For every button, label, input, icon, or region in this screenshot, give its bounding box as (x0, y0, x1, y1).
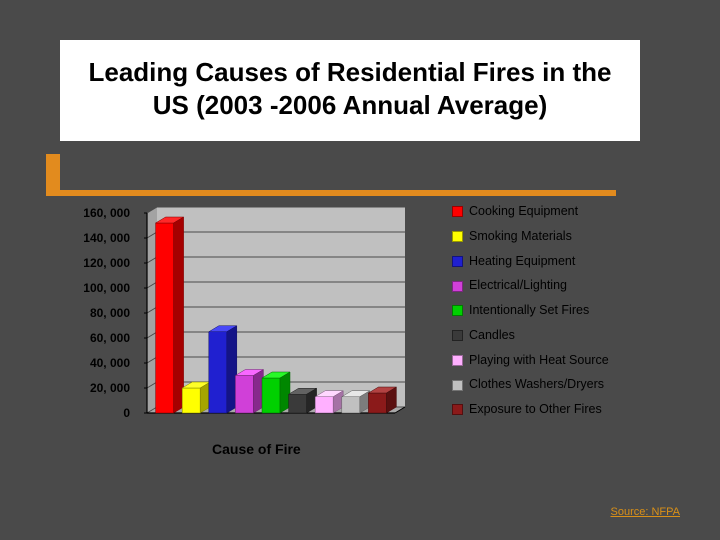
legend-label: Candles (469, 329, 515, 343)
legend-item: Candles (452, 329, 652, 343)
legend-swatch (452, 231, 463, 242)
legend-label: Playing with Heat Source (469, 354, 609, 368)
legend-label: Intentionally Set Fires (469, 304, 589, 318)
legend-swatch (452, 355, 463, 366)
legend-item: Playing with Heat Source (452, 354, 652, 368)
legend-swatch (452, 330, 463, 341)
legend-swatch (452, 305, 463, 316)
y-tick-label: 0 (123, 406, 130, 420)
y-tick-label: 140, 000 (83, 231, 130, 245)
chart-svg (137, 205, 437, 455)
source-label: Source: NFPA (611, 506, 681, 518)
legend-item: Clothes Washers/Dryers (452, 378, 652, 392)
legend-label: Clothes Washers/Dryers (469, 378, 604, 392)
accent-horizontal (46, 190, 616, 196)
x-axis-label: Cause of Fire (212, 441, 301, 457)
y-tick-label: 60, 000 (90, 331, 130, 345)
legend-swatch (452, 206, 463, 217)
legend-swatch (452, 404, 463, 415)
legend-swatch (452, 281, 463, 292)
y-tick-label: 80, 000 (90, 306, 130, 320)
y-tick-label: 20, 000 (90, 381, 130, 395)
legend-item: Intentionally Set Fires (452, 304, 652, 318)
legend-item: Smoking Materials (452, 230, 652, 244)
plot-area (137, 205, 437, 455)
title-container: Leading Causes of Residential Fires in t… (60, 40, 640, 141)
legend-label: Heating Equipment (469, 255, 575, 269)
legend-item: Electrical/Lighting (452, 279, 652, 293)
legend-swatch (452, 256, 463, 267)
legend-label: Exposure to Other Fires (469, 403, 602, 417)
y-tick-label: 120, 000 (83, 256, 130, 270)
y-axis-labels: 0 20, 000 40, 000 60, 000 80, 000 100, 000 120… (72, 205, 134, 435)
legend-item: Exposure to Other Fires (452, 403, 652, 417)
y-tick-label: 100, 000 (83, 281, 130, 295)
chart: 0 20, 000 40, 000 60, 000 80, 000 100, 000 120… (72, 205, 652, 475)
legend-label: Smoking Materials (469, 230, 572, 244)
slide-title: Leading Causes of Residential Fires in t… (84, 56, 616, 121)
y-tick-label: 160, 000 (83, 206, 130, 220)
legend-item: Cooking Equipment (452, 205, 652, 219)
legend: Cooking Equipment Smoking Materials Heatin… (452, 205, 652, 428)
y-tick-label: 40, 000 (90, 356, 130, 370)
legend-label: Electrical/Lighting (469, 279, 567, 293)
legend-swatch (452, 380, 463, 391)
slide: Leading Causes of Residential Fires in t… (0, 0, 720, 540)
legend-item: Heating Equipment (452, 255, 652, 269)
legend-label: Cooking Equipment (469, 205, 578, 219)
